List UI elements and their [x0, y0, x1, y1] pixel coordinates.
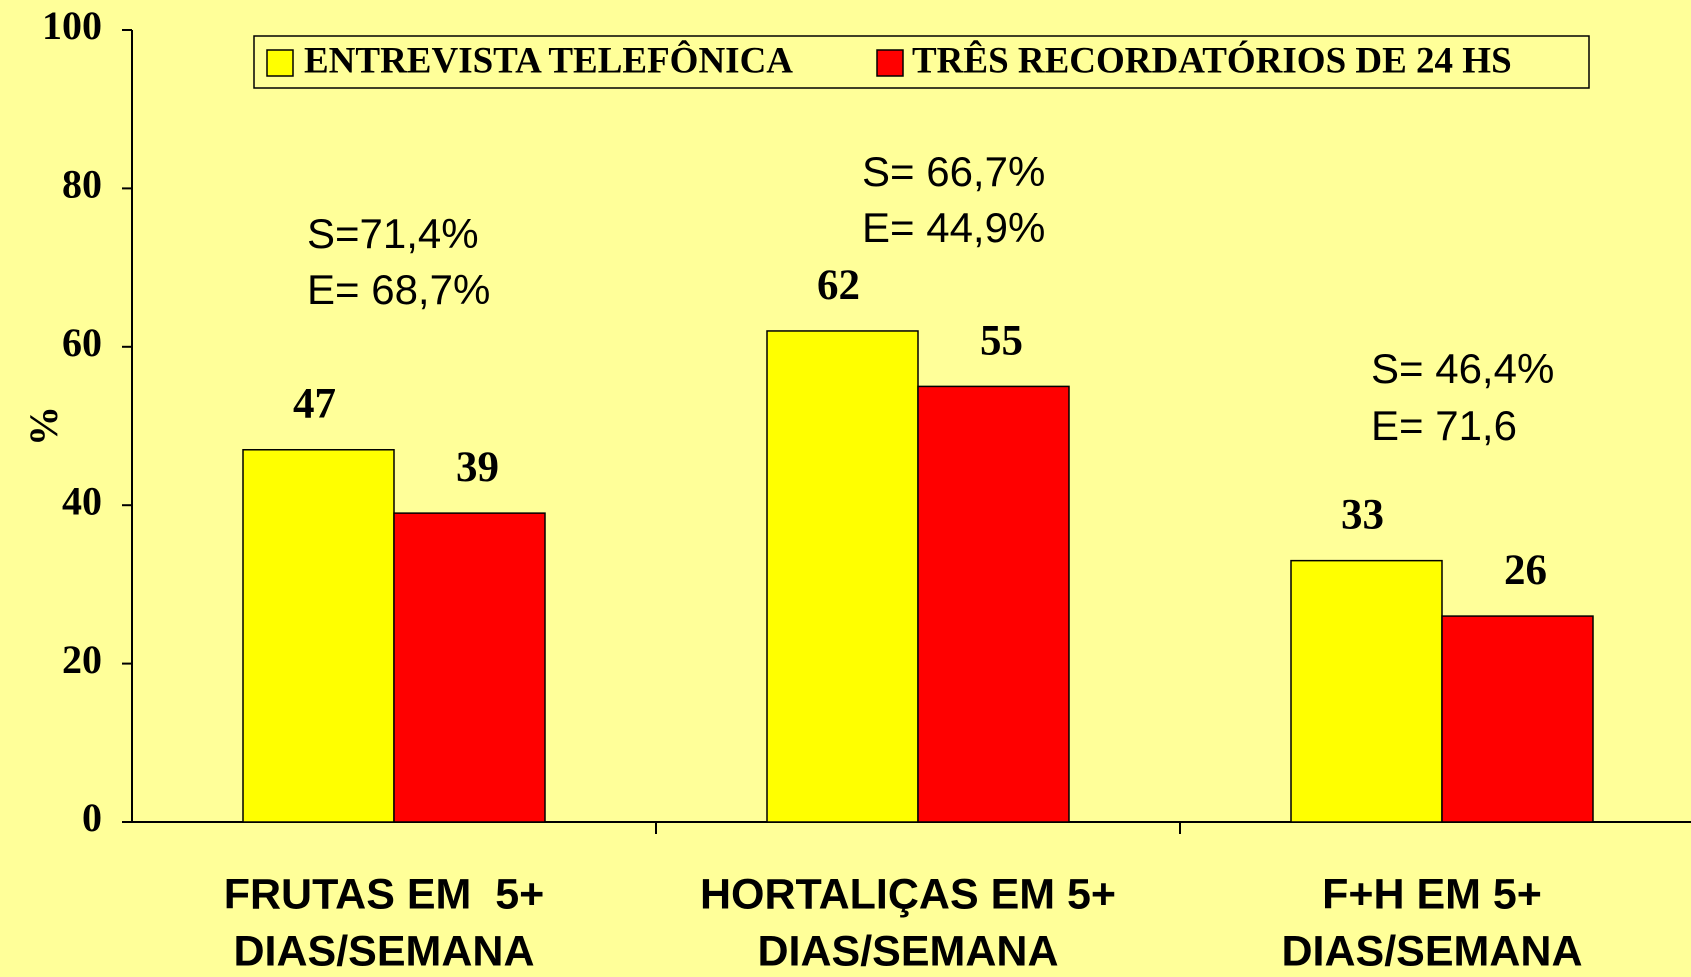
x-tick-label: DIAS/SEMANA — [233, 927, 534, 975]
data-label: 62 — [817, 262, 860, 309]
y-tick-label: 60 — [62, 320, 102, 365]
data-label: 33 — [1341, 492, 1384, 539]
legend-label: TRÊS RECORDATÓRIOS DE 24 HS — [912, 39, 1512, 81]
data-label: 39 — [456, 444, 499, 491]
x-tick-label: DIAS/SEMANA — [1281, 927, 1582, 975]
x-tick-label: HORTALIÇAS EM 5+ — [700, 870, 1116, 918]
data-label: 26 — [1504, 547, 1547, 594]
y-axis-label: % — [21, 406, 66, 446]
annotation: E= 44,9% — [862, 204, 1045, 251]
y-tick-label: 0 — [82, 795, 102, 840]
x-tick-label: FRUTAS EM 5+ — [224, 870, 545, 918]
data-label: 47 — [293, 381, 336, 428]
bar — [766, 330, 919, 823]
legend-box — [253, 35, 1590, 89]
legend-label: ENTREVISTA TELEFÔNICA — [304, 38, 793, 81]
annotation: S=71,4% — [307, 210, 479, 257]
legend-swatch — [876, 49, 904, 77]
annotation: S= 66,7% — [862, 148, 1045, 195]
bar — [242, 449, 395, 823]
y-tick-label: 20 — [62, 637, 102, 682]
bar — [917, 385, 1070, 823]
legend-swatch — [266, 49, 294, 77]
bar — [1290, 559, 1443, 823]
data-label: 55 — [980, 317, 1023, 364]
bar — [393, 512, 546, 823]
y-tick-label: 80 — [62, 162, 102, 207]
x-tick-label: DIAS/SEMANA — [757, 927, 1058, 975]
bar — [1441, 615, 1594, 823]
annotation: E= 68,7% — [307, 266, 490, 313]
annotation: E= 71,6 — [1371, 402, 1517, 449]
annotation: S= 46,4% — [1371, 345, 1554, 392]
x-tick-label: F+H EM 5+ — [1322, 870, 1542, 918]
y-tick-label: 100 — [42, 3, 102, 48]
y-tick-label: 40 — [62, 478, 102, 523]
